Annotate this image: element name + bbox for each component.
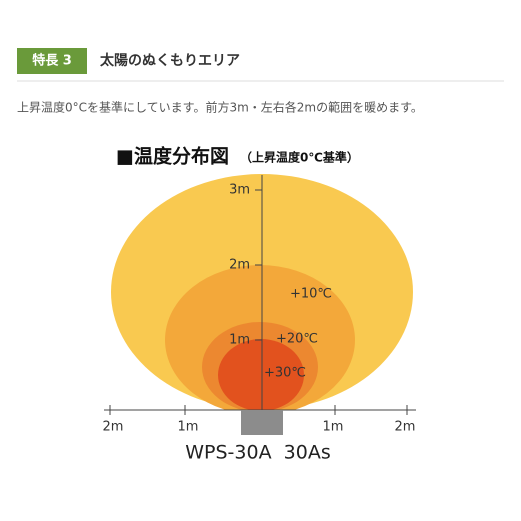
zone-label: +30℃	[264, 366, 306, 381]
h-label: 2m	[395, 420, 416, 435]
v-label: 1m	[229, 333, 250, 348]
v-label: 3m	[229, 183, 250, 198]
v-label: 2m	[229, 258, 250, 273]
zone-label: +10℃	[290, 287, 332, 302]
h-label: 1m	[178, 420, 199, 435]
description: 上昇温度0°Cを基準にしています。前方3m・左右各2mの範囲を暖めます。	[17, 100, 423, 115]
diagram-subtitle: （上昇温度0℃基準）	[240, 150, 359, 165]
zone-label: +20℃	[276, 332, 318, 347]
h-label: 1m	[323, 420, 344, 435]
h-ticks	[109, 405, 408, 415]
badge: 特長 3	[32, 53, 72, 69]
h-label: 2m	[103, 420, 124, 435]
section-title: 太陽のぬくもりエリア	[100, 52, 240, 69]
heater	[241, 410, 283, 435]
zone-30	[218, 339, 304, 410]
model: WPS-30A 30As	[185, 442, 331, 464]
diagram-title: ■温度分布図	[116, 145, 229, 168]
badge-bg	[17, 48, 87, 74]
